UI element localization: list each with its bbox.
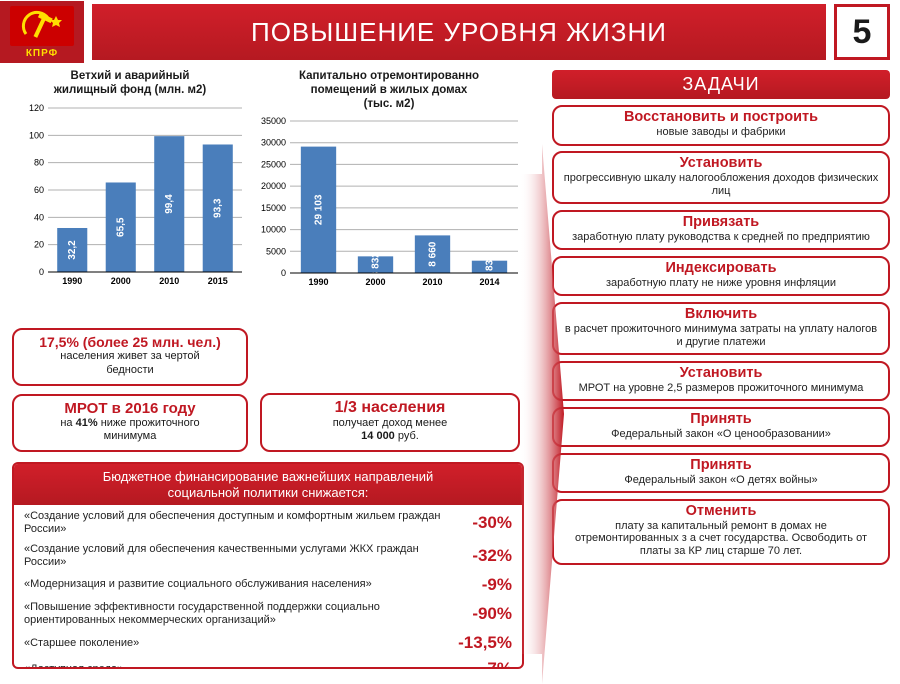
- task-item: Привязатьзаработную плату руководства к …: [552, 210, 890, 251]
- budget-row-pct: -32%: [442, 546, 512, 566]
- task-verb: Восстановить и построить: [562, 110, 880, 126]
- svg-text:120: 120: [29, 103, 44, 113]
- task-verb: Индексировать: [562, 261, 880, 277]
- budget-row-pct: -30%: [442, 513, 512, 533]
- svg-text:35000: 35000: [261, 116, 286, 126]
- svg-text:93,3: 93,3: [213, 198, 224, 218]
- budget-row-pct: -9%: [442, 575, 512, 595]
- task-item: УстановитьМРОТ на уровне 2,5 размеров пр…: [552, 361, 890, 402]
- budget-row-pct: -13,5%: [442, 633, 512, 653]
- budget-row-text: «Старшее поколение»: [24, 637, 442, 650]
- budget-row: «Создание условий для обеспечения доступ…: [14, 507, 522, 539]
- logo-text: КПРФ: [26, 48, 58, 59]
- slide-number: 5: [834, 4, 890, 60]
- task-item: Отменитьплату за капитальный ремонт в до…: [552, 499, 890, 565]
- arrow-right-icon: [520, 144, 564, 684]
- svg-text:10000: 10000: [261, 225, 286, 235]
- mrot-stat-box: МРОТ в 2016 году на 41% ниже прожиточног…: [12, 394, 248, 453]
- task-desc: новые заводы и фабрики: [562, 126, 880, 139]
- task-desc: заработную плату не ниже уровня инфляции: [562, 277, 880, 290]
- budget-row: «Доступная среда»-7%: [14, 656, 522, 669]
- task-desc: плату за капитальный ремонт в домах не о…: [562, 520, 880, 558]
- task-item: ПринятьФедеральный закон «О ценообразова…: [552, 407, 890, 448]
- mrot-sub: на 41% ниже прожиточногоминимума: [22, 417, 238, 445]
- svg-text:2000: 2000: [365, 277, 385, 287]
- hammer-sickle-icon: [18, 10, 66, 42]
- task-verb: Принять: [562, 412, 880, 428]
- budget-row: «Повышение эффективности государственной…: [14, 598, 522, 630]
- poverty-stat-box: 17,5% (более 25 млн. чел.) населения жив…: [12, 328, 248, 386]
- poverty-lead: 17,5% (более 25 млн. чел.): [22, 334, 238, 350]
- svg-text:5000: 5000: [266, 247, 286, 257]
- svg-text:0: 0: [39, 267, 44, 277]
- task-verb: Установить: [562, 156, 880, 172]
- task-item: Индексироватьзаработную плату не ниже ур…: [552, 256, 890, 297]
- chart-renovated: Капитально отремонтированнопомещений в ж…: [254, 70, 524, 330]
- budget-row-text: «Создание условий для обеспечения доступ…: [24, 510, 442, 536]
- svg-text:8 660: 8 660: [428, 242, 439, 267]
- income-lead: 1/3 населения: [270, 399, 510, 417]
- task-verb: Принять: [562, 458, 880, 474]
- chart1-title: Ветхий и аварийныйжилищный фонд (млн. м2…: [12, 70, 248, 98]
- page-title: ПОВЫШЕНИЕ УРОВНЯ ЖИЗНИ: [92, 4, 826, 60]
- budget-header: Бюджетное финансирование важнейших напра…: [14, 464, 522, 505]
- task-verb: Привязать: [562, 215, 880, 231]
- svg-text:0: 0: [281, 268, 286, 278]
- budget-row-text: «Доступная среда»: [24, 663, 442, 669]
- budget-cuts-box: Бюджетное финансирование важнейших напра…: [12, 462, 524, 669]
- svg-text:30000: 30000: [261, 138, 286, 148]
- svg-text:2010: 2010: [159, 276, 179, 286]
- task-desc: заработную плату руководства к средней п…: [562, 231, 880, 244]
- poverty-sub: населения живет за чертойбедности: [22, 350, 238, 378]
- task-item: Установитьпрогрессивную шкалу налогообло…: [552, 151, 890, 204]
- svg-text:80: 80: [34, 157, 44, 167]
- task-item: Включитьв расчет прожиточного минимума з…: [552, 302, 890, 355]
- svg-text:99,4: 99,4: [164, 194, 175, 214]
- svg-text:65,5: 65,5: [116, 217, 127, 237]
- party-logo: КПРФ: [0, 1, 84, 63]
- svg-text:15000: 15000: [261, 203, 286, 213]
- budget-row: «Модернизация и развитие социального обс…: [14, 572, 522, 598]
- task-desc: в расчет прожиточного минимума затраты н…: [562, 323, 880, 348]
- mrot-lead: МРОТ в 2016 году: [22, 400, 238, 417]
- svg-text:2 836: 2 836: [485, 254, 496, 279]
- task-verb: Включить: [562, 307, 880, 323]
- svg-text:1990: 1990: [62, 276, 82, 286]
- task-verb: Отменить: [562, 504, 880, 520]
- svg-text:29 103: 29 103: [314, 194, 325, 225]
- income-sub: получает доход менее14 000 руб.: [270, 417, 510, 445]
- header: КПРФ ПОВЫШЕНИЕ УРОВНЯ ЖИЗНИ 5: [0, 0, 900, 64]
- task-desc: прогрессивную шкалу налогообложения дохо…: [562, 172, 880, 197]
- task-desc: Федеральный закон «О ценообразовании»: [562, 428, 880, 441]
- svg-text:60: 60: [34, 185, 44, 195]
- svg-text:100: 100: [29, 130, 44, 140]
- budget-row-pct: -90%: [442, 604, 512, 624]
- svg-text:32,2: 32,2: [67, 239, 78, 259]
- svg-text:20: 20: [34, 239, 44, 249]
- chart-housing-stock: Ветхий и аварийныйжилищный фонд (млн. м2…: [12, 70, 248, 330]
- svg-text:2000: 2000: [111, 276, 131, 286]
- svg-text:40: 40: [34, 212, 44, 222]
- task-item: Восстановить и построитьновые заводы и ф…: [552, 105, 890, 146]
- tasks-header: ЗАДАЧИ: [552, 70, 890, 99]
- task-desc: Федеральный закон «О детях войны»: [562, 474, 880, 487]
- budget-row-pct: -7%: [442, 659, 512, 669]
- budget-row-text: «Повышение эффективности государственной…: [24, 601, 442, 627]
- budget-row-text: «Модернизация и развитие социального обс…: [24, 578, 442, 591]
- budget-row: «Создание условий для обеспечения качест…: [14, 540, 522, 572]
- budget-row: «Старшее поколение»-13,5%: [14, 630, 522, 656]
- budget-row-text: «Создание условий для обеспечения качест…: [24, 543, 442, 569]
- svg-text:1990: 1990: [308, 277, 328, 287]
- svg-text:2010: 2010: [422, 277, 442, 287]
- task-desc: МРОТ на уровне 2,5 размеров прожиточного…: [562, 382, 880, 395]
- svg-text:2014: 2014: [479, 277, 499, 287]
- task-item: ПринятьФедеральный закон «О детях войны»: [552, 453, 890, 494]
- task-verb: Установить: [562, 366, 880, 382]
- income-stat-box: 1/3 населения получает доход менее14 000…: [260, 393, 520, 453]
- svg-text:25000: 25000: [261, 160, 286, 170]
- svg-text:20000: 20000: [261, 182, 286, 192]
- svg-text:2015: 2015: [208, 276, 228, 286]
- chart2-title: Капитально отремонтированнопомещений в ж…: [254, 70, 524, 111]
